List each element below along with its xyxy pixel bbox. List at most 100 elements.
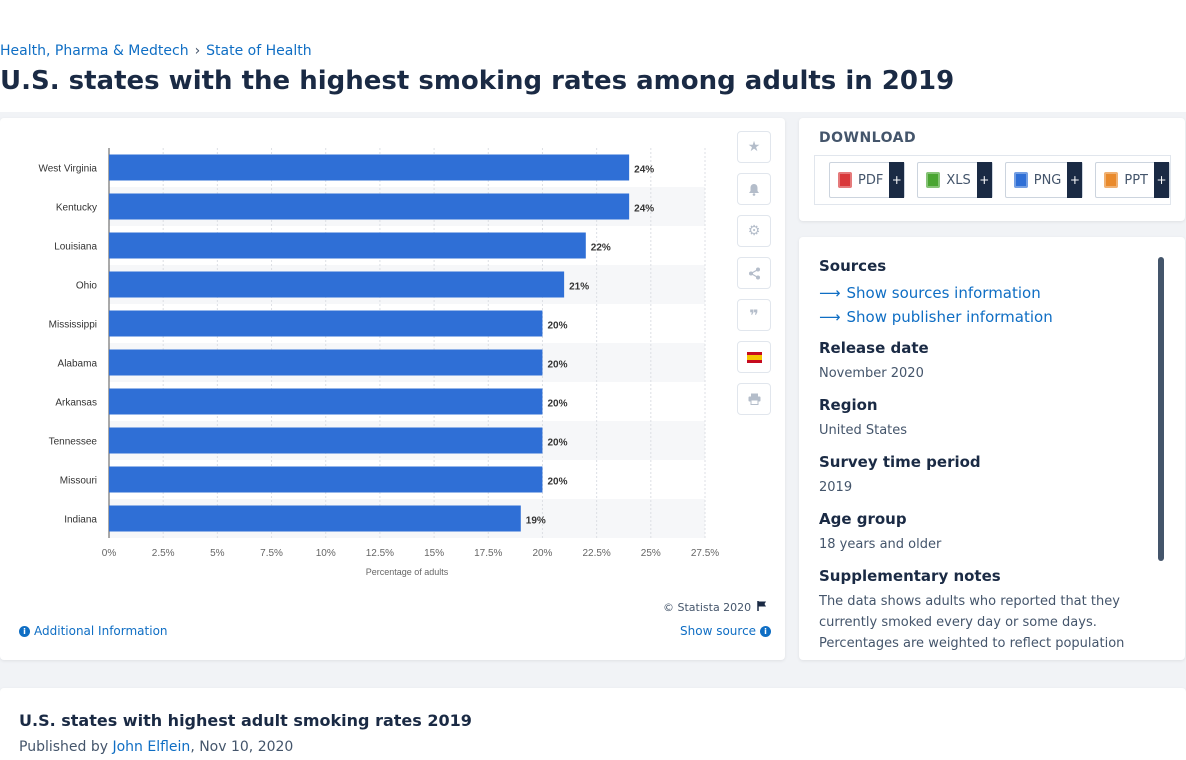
settings-button[interactable]: ⚙ bbox=[737, 215, 771, 247]
breadcrumb: Health, Pharma & Medtech › State of Heal… bbox=[0, 43, 312, 59]
bar bbox=[109, 467, 542, 493]
chart-copyright: © Statista 2020 bbox=[663, 600, 768, 615]
arrow-right-icon: ⟶ bbox=[819, 305, 841, 329]
additional-information-label: Additional Information bbox=[34, 624, 168, 638]
survey-period-value: 2019 bbox=[819, 477, 1149, 498]
notification-button[interactable] bbox=[737, 173, 771, 205]
data-label: 19% bbox=[526, 516, 546, 527]
bar bbox=[109, 155, 629, 181]
share-button[interactable] bbox=[737, 257, 771, 289]
language-button[interactable] bbox=[737, 341, 771, 373]
page-title: U.S. states with the highest smoking rat… bbox=[0, 66, 954, 96]
x-tick-label: 17.5% bbox=[474, 548, 502, 559]
download-ppt-label: PPT bbox=[1124, 173, 1148, 188]
category-label: Mississippi bbox=[49, 320, 97, 331]
download-pdf-button[interactable]: PDF + bbox=[829, 162, 905, 198]
details-scroll-area[interactable]: Sources ⟶ Show sources information ⟶ Sho… bbox=[819, 257, 1149, 660]
download-ppt-button[interactable]: PPT + bbox=[1095, 162, 1170, 198]
category-label: Missouri bbox=[60, 476, 97, 487]
download-pdf-label: PDF bbox=[858, 173, 883, 188]
statistic-details-card: Sources ⟶ Show sources information ⟶ Sho… bbox=[799, 237, 1185, 660]
info-icon: i bbox=[760, 626, 771, 637]
data-label: 24% bbox=[634, 204, 654, 215]
data-label: 20% bbox=[547, 477, 567, 488]
publication-date: , Nov 10, 2020 bbox=[190, 739, 293, 755]
published-by-label: Published by bbox=[19, 739, 108, 755]
additional-information-link[interactable]: i Additional Information bbox=[19, 624, 168, 638]
details-scrollbar[interactable] bbox=[1158, 257, 1164, 561]
show-sources-label: Show sources information bbox=[847, 281, 1041, 305]
download-xls-label: XLS bbox=[946, 173, 970, 188]
region-label: Region bbox=[819, 396, 1149, 414]
download-heading: DOWNLOAD bbox=[819, 130, 916, 146]
favorite-button[interactable]: ★ bbox=[737, 131, 771, 163]
bar bbox=[109, 272, 564, 298]
xls-file-icon bbox=[926, 172, 940, 188]
bar bbox=[109, 506, 521, 532]
data-label: 24% bbox=[634, 165, 654, 176]
region-value: United States bbox=[819, 420, 1149, 441]
png-file-icon bbox=[1014, 172, 1028, 188]
download-png-button[interactable]: PNG + bbox=[1005, 162, 1084, 198]
star-icon: ★ bbox=[748, 139, 761, 155]
publication-info: Published by John Elflein, Nov 10, 2020 bbox=[19, 739, 293, 755]
plus-icon: + bbox=[1067, 162, 1082, 198]
share-icon bbox=[748, 267, 761, 280]
download-xls-button[interactable]: XLS + bbox=[917, 162, 992, 198]
x-tick-label: 22.5% bbox=[582, 548, 610, 559]
flag-icon[interactable] bbox=[757, 600, 768, 615]
plus-icon: + bbox=[1154, 162, 1169, 198]
x-axis-title: Percentage of adults bbox=[366, 567, 449, 577]
category-label: West Virginia bbox=[38, 164, 97, 175]
download-buttons: PDF + XLS + PNG + PPT + bbox=[814, 155, 1171, 205]
category-label: Louisiana bbox=[54, 242, 97, 253]
release-date-label: Release date bbox=[819, 339, 1149, 357]
category-label: Arkansas bbox=[55, 398, 97, 409]
author-link[interactable]: John Elflein bbox=[112, 739, 190, 755]
print-button[interactable] bbox=[737, 383, 771, 415]
spain-flag-icon bbox=[747, 352, 762, 363]
gear-icon: ⚙ bbox=[748, 223, 761, 239]
download-card: DOWNLOAD PDF + XLS + PNG + PPT + bbox=[799, 118, 1185, 221]
bar bbox=[109, 389, 542, 415]
download-png-label: PNG bbox=[1034, 173, 1062, 188]
data-label: 20% bbox=[547, 360, 567, 371]
supplementary-notes-value: The data shows adults who reported that … bbox=[819, 591, 1149, 654]
category-label: Alabama bbox=[58, 359, 98, 370]
x-tick-label: 2.5% bbox=[152, 548, 175, 559]
supplementary-notes-label: Supplementary notes bbox=[819, 567, 1149, 585]
statistic-summary-card: U.S. states with highest adult smoking r… bbox=[0, 688, 1186, 760]
x-tick-label: 25% bbox=[641, 548, 661, 559]
chart-tools: ★ ⚙ ❞ bbox=[737, 131, 771, 415]
plus-icon: + bbox=[977, 162, 992, 198]
x-tick-label: 15% bbox=[424, 548, 444, 559]
breadcrumb-link-health[interactable]: Health, Pharma & Medtech bbox=[0, 43, 189, 59]
bar bbox=[109, 428, 542, 454]
age-group-value: 18 years and older bbox=[819, 534, 1149, 555]
bar bbox=[109, 194, 629, 220]
ppt-file-icon bbox=[1104, 172, 1118, 188]
age-group-label: Age group bbox=[819, 510, 1149, 528]
copyright-text: © Statista 2020 bbox=[663, 601, 751, 614]
show-publisher-link[interactable]: ⟶ Show publisher information bbox=[819, 305, 1149, 329]
bar bbox=[109, 311, 542, 337]
data-label: 20% bbox=[547, 321, 567, 332]
data-label: 21% bbox=[569, 282, 589, 293]
sources-label: Sources bbox=[819, 257, 1149, 275]
x-tick-label: 27.5% bbox=[691, 548, 719, 559]
statistic-short-title: U.S. states with highest adult smoking r… bbox=[19, 711, 472, 730]
show-source-link[interactable]: Show source i bbox=[680, 624, 771, 638]
bar bbox=[109, 350, 542, 376]
release-date-value: November 2020 bbox=[819, 363, 1149, 384]
cite-button[interactable]: ❞ bbox=[737, 299, 771, 331]
show-sources-link[interactable]: ⟶ Show sources information bbox=[819, 281, 1149, 305]
data-label: 20% bbox=[547, 399, 567, 410]
breadcrumb-separator: › bbox=[195, 43, 201, 59]
arrow-right-icon: ⟶ bbox=[819, 281, 841, 305]
category-label: Indiana bbox=[64, 515, 97, 526]
breadcrumb-link-state-of-health[interactable]: State of Health bbox=[206, 43, 311, 59]
show-source-label: Show source bbox=[680, 624, 756, 638]
category-label: Tennessee bbox=[49, 437, 98, 448]
chart-card: 0% 2.5% 5% 7.5% 10% 12.5% 15% 17.5% 20% 22.5% 25% 2… bbox=[0, 118, 785, 660]
bar-chart: 0% 2.5% 5% 7.5% 10% 12.5% 15% 17.5% 20% 22.5% 25% 2… bbox=[0, 118, 785, 660]
